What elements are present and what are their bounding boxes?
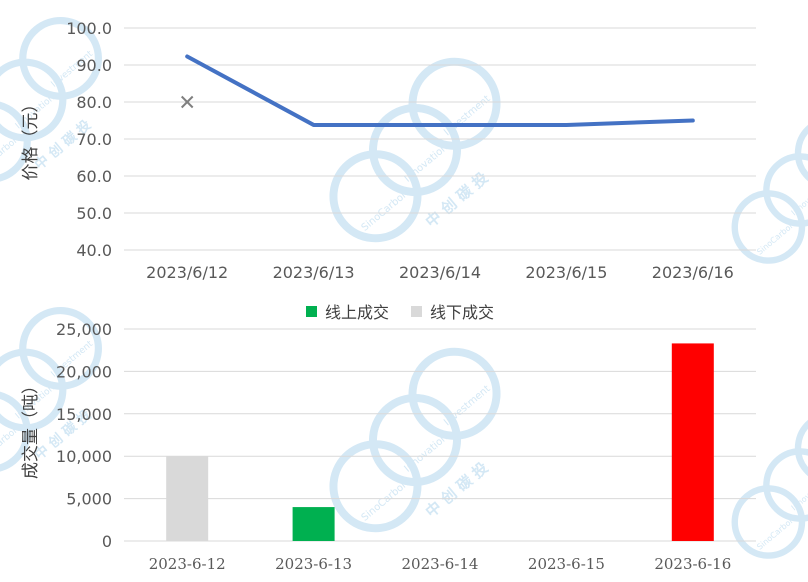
watermark-ring-icon [0,348,67,432]
watermark-ring-icon [329,150,422,243]
watermark-ring-icon [408,347,501,440]
volume-legend: 线上成交 线下成交 [306,303,494,322]
volume-x-tick-label: 2023-6-16 [654,555,731,573]
volume-y-tick-label: 0 [102,532,112,551]
watermark-ring-icon [794,116,808,190]
price-x-tick-labels: 2023/6/12 2023/6/13 2023/6/14 2023/6/15 2023… [146,263,734,282]
volume-bar [671,343,714,541]
price-y-tick-label: 50.0 [76,204,112,223]
watermark-ring-icon [731,485,806,559]
volume-x-tick-label: 2023-6-15 [528,555,605,573]
volume-y-tick-label: 25,000 [56,320,112,339]
price-gridlines [124,27,756,251]
volume-y-tick-label: 10,000 [56,447,112,466]
watermark-ring-icon [408,57,501,150]
volume-y-axis-title: 成交量（吨） [21,377,41,479]
watermark-ring-icon [19,16,102,100]
price-x-tick-label: 2023/6/14 [399,263,481,282]
volume-x-tick-label: 2023-6-12 [149,555,226,573]
watermark-ring-icon [0,390,31,474]
volume-bars [166,343,714,541]
watermark-ring-icon [763,153,808,227]
volume-gridlines [124,328,756,542]
watermark-ring-icon [19,306,102,390]
legend-item: 线下成交 [411,303,494,322]
watermark-ring-icon [369,394,461,486]
watermark-ring-icon [794,411,808,485]
price-y-tick-label: 60.0 [76,167,112,186]
price-y-axis-title: 价格（元） [21,96,41,181]
x-marker-stroke [180,95,194,109]
legend-label: 线下成交 [430,303,494,322]
price-y-tick-label: 70.0 [76,130,112,149]
watermark-ring-icon [763,448,808,522]
volume-x-tick-label: 2023-6-13 [275,555,352,573]
price-x-marker [180,95,194,109]
legend-swatch [306,306,317,317]
price-markers [180,95,194,109]
price-x-tick-label: 2023/6/12 [146,263,228,282]
volume-x-tick-labels: 2023-6-12 2023-6-13 2023-6-14 2023-6-15 2023… [149,555,732,573]
volume-y-tick-label: 15,000 [56,405,112,424]
legend-label: 线上成交 [325,303,389,322]
volume-bar [166,456,209,541]
volume-bar [292,507,335,541]
watermark-brand-cn: 中 创 碳 投 [422,459,492,521]
watermark-ring-icon [329,440,422,533]
price-x-tick-label: 2023/6/15 [525,263,607,282]
price-y-tick-label: 40.0 [76,241,112,260]
price-y-tick-label: 100.0 [66,19,112,38]
price-line-chart: 100.090.080.070.060.050.040.0 2023/6/12 2… [21,19,756,282]
legend-swatch [411,306,422,317]
volume-y-tick-labels: 25,000 20,000 15,000 10,000 5,000 0 [56,320,112,551]
watermark-ring-icon [0,58,67,142]
legend-item: 线上成交 [306,303,389,322]
price-series [185,54,695,127]
watermark-ring-icon [0,100,31,184]
watermark-brand-cn: 中 创 碳 投 [422,169,492,231]
volume-x-tick-label: 2023-6-14 [402,555,479,573]
price-y-tick-label: 80.0 [76,93,112,112]
volume-y-tick-label: 5,000 [66,490,112,509]
volume-y-tick-label: 20,000 [56,362,112,381]
price-x-tick-label: 2023/6/16 [652,263,734,282]
price-x-tick-label: 2023/6/13 [273,263,355,282]
price-y-tick-label: 90.0 [76,56,112,75]
watermark-ring-icon [731,190,806,264]
price-y-tick-labels: 100.0 90.0 80.0 70.0 60.0 50.0 40.0 [66,19,112,260]
volume-bar-chart: 线上成交 线下成交 25,00020,00015,00010,0005,0000 … [21,303,756,573]
